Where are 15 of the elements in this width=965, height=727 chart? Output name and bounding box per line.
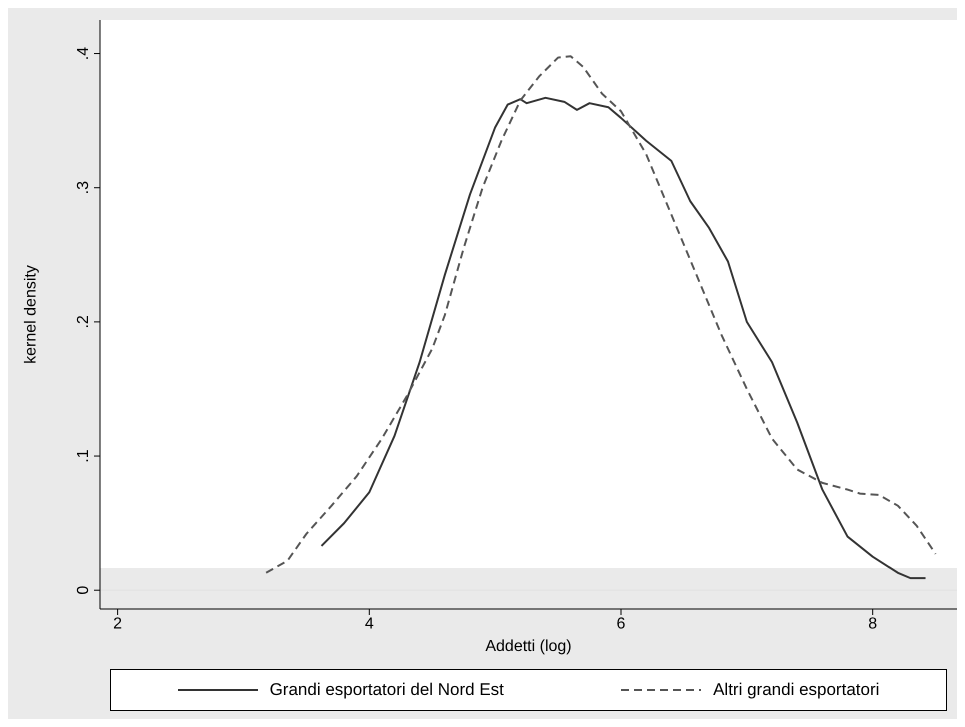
y-axis-title: kernel density	[22, 265, 40, 364]
y-tick-label: .3	[75, 180, 92, 194]
x-axis-title: Addetti (log)	[485, 638, 572, 655]
x-tick-label: 2	[113, 615, 122, 632]
x-tick-label: 4	[364, 615, 374, 632]
y-tick-label: .4	[75, 46, 92, 60]
y-tick-label: .2	[75, 315, 92, 329]
legend-label: Grandi esportatori del Nord Est	[268, 680, 504, 700]
line-series	[320, 96, 927, 580]
x-tick-label: 8	[868, 615, 878, 632]
y-tick-label: 0	[75, 586, 92, 595]
x-tick-label: 6	[616, 615, 626, 632]
y-tick-label: .1	[75, 449, 92, 463]
line-series	[265, 55, 937, 574]
legend-label: Altri grandi esportatori	[712, 680, 880, 700]
